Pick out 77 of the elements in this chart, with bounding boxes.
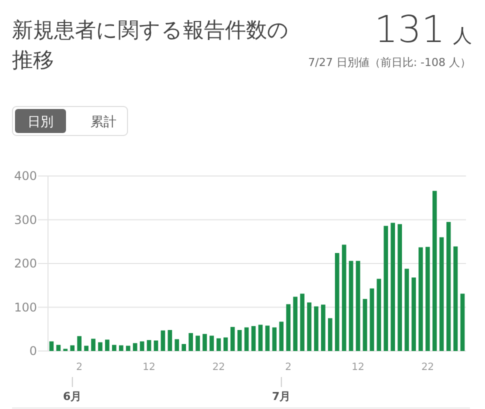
chart-title: 新規患者に関する報告件数の推移 — [12, 18, 289, 72]
annotation: 6月 — [63, 390, 82, 403]
bar — [348, 260, 354, 351]
x-tick-label: 2 — [285, 362, 292, 373]
bar — [265, 326, 270, 351]
bar — [84, 346, 88, 351]
y-tick-label: 0 — [29, 344, 37, 358]
bar — [286, 304, 291, 351]
bar — [70, 345, 75, 351]
bar — [426, 246, 430, 351]
bar — [112, 344, 116, 351]
bar — [118, 345, 124, 351]
bar — [418, 247, 423, 351]
x-tick-label: 12 — [142, 362, 156, 373]
bar — [154, 340, 158, 351]
bar — [49, 341, 54, 351]
bar — [300, 294, 304, 351]
bar — [98, 342, 102, 351]
y-tick-label: 100 — [14, 300, 37, 314]
bar — [251, 326, 256, 351]
bar — [384, 226, 388, 351]
bar — [453, 246, 458, 351]
bar — [77, 336, 82, 351]
annotation: 7月 — [272, 390, 291, 403]
bar — [307, 302, 312, 351]
bar — [376, 278, 382, 351]
bar — [132, 343, 138, 351]
x-tick-label: 22 — [212, 362, 226, 373]
bar — [244, 327, 249, 351]
chart-subtitle: 7/27 日別値（前日比: -108 人） — [308, 56, 471, 69]
y-tick-label: 200 — [14, 256, 37, 270]
bar — [279, 322, 284, 351]
bar — [334, 253, 340, 351]
bar — [432, 190, 437, 351]
x-tick-label: 2 — [76, 362, 83, 373]
bar — [91, 338, 96, 351]
bar — [188, 333, 193, 351]
text: 日別 — [28, 115, 54, 130]
text: 累計 — [90, 115, 116, 130]
bar — [140, 341, 144, 351]
bar — [223, 337, 228, 351]
bar — [202, 334, 207, 351]
text: 131 人 — [374, 8, 472, 51]
bar — [439, 237, 444, 351]
bar — [146, 340, 152, 351]
bar — [174, 339, 180, 351]
bar — [168, 330, 172, 351]
bar — [196, 336, 200, 351]
bar — [412, 278, 416, 351]
bar — [390, 222, 396, 351]
bar — [182, 344, 186, 351]
bar — [126, 346, 130, 351]
bar — [216, 338, 221, 351]
bar — [398, 224, 402, 351]
bar — [272, 327, 277, 351]
bar — [105, 340, 110, 351]
bar — [258, 324, 263, 351]
bar — [404, 268, 409, 351]
y-tick-label: 400 — [14, 169, 37, 183]
x-tick-label: 12 — [352, 362, 364, 373]
x-tick-label: 22 — [421, 362, 434, 373]
bar — [56, 344, 61, 351]
bar — [446, 222, 451, 351]
bar — [293, 296, 298, 351]
bar — [160, 330, 166, 351]
bar — [370, 288, 374, 351]
bar — [321, 304, 326, 351]
bar — [362, 298, 368, 351]
bar — [237, 330, 242, 351]
bar — [328, 318, 332, 351]
bar — [356, 260, 360, 351]
bar — [460, 294, 465, 351]
y-tick-label: 300 — [14, 212, 37, 227]
bar — [314, 306, 318, 351]
bar — [342, 244, 346, 351]
bar — [210, 336, 214, 351]
bar — [230, 326, 235, 351]
